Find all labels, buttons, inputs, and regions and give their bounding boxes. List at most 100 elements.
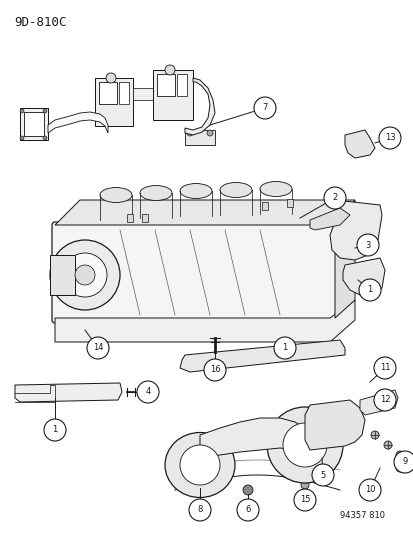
Circle shape [75, 265, 95, 285]
Circle shape [43, 109, 47, 113]
Circle shape [300, 481, 308, 489]
Circle shape [395, 464, 403, 472]
Circle shape [282, 423, 326, 467]
Polygon shape [185, 78, 214, 135]
Circle shape [206, 130, 212, 136]
Polygon shape [180, 340, 344, 372]
Circle shape [378, 127, 400, 149]
Ellipse shape [180, 183, 211, 198]
Circle shape [187, 130, 192, 136]
Circle shape [315, 342, 323, 350]
Text: 2: 2 [332, 193, 337, 203]
Circle shape [195, 360, 204, 368]
Circle shape [20, 136, 24, 140]
Text: 1: 1 [366, 286, 372, 295]
Circle shape [326, 407, 356, 437]
Circle shape [180, 445, 219, 485]
Circle shape [393, 451, 413, 473]
Circle shape [358, 479, 380, 501]
Circle shape [189, 499, 211, 521]
Text: 8: 8 [197, 505, 202, 514]
Text: 1: 1 [282, 343, 287, 352]
Circle shape [370, 431, 378, 439]
Polygon shape [55, 300, 354, 342]
Circle shape [165, 65, 175, 75]
Circle shape [236, 499, 259, 521]
Ellipse shape [165, 432, 235, 497]
Circle shape [356, 240, 366, 250]
Ellipse shape [259, 182, 291, 197]
Circle shape [395, 451, 403, 459]
Bar [133, 88, 153, 100]
Bar [20, 108, 48, 140]
Polygon shape [342, 258, 384, 295]
Text: 13: 13 [384, 133, 394, 142]
Text: 16: 16 [209, 366, 220, 375]
Circle shape [266, 407, 342, 483]
Circle shape [293, 489, 315, 511]
Bar [153, 70, 192, 120]
Text: 6: 6 [245, 505, 250, 514]
Circle shape [106, 73, 116, 83]
Polygon shape [199, 418, 304, 460]
Circle shape [373, 357, 395, 379]
Circle shape [177, 463, 187, 473]
Circle shape [273, 337, 295, 359]
Text: 15: 15 [299, 496, 309, 505]
Circle shape [373, 389, 395, 411]
Circle shape [358, 279, 380, 301]
Bar [185, 130, 214, 145]
Bar [286, 199, 292, 207]
Text: 10: 10 [364, 486, 374, 495]
Polygon shape [55, 200, 354, 225]
Text: 9D-810C: 9D-810C [14, 16, 66, 29]
Ellipse shape [140, 185, 171, 200]
Circle shape [76, 326, 84, 334]
Circle shape [204, 359, 225, 381]
Text: 1: 1 [52, 425, 57, 434]
Polygon shape [304, 400, 364, 450]
Circle shape [323, 187, 345, 209]
Circle shape [116, 326, 124, 334]
Bar [127, 214, 133, 222]
Text: 9: 9 [401, 457, 407, 466]
Text: 14: 14 [93, 343, 103, 352]
Circle shape [43, 136, 47, 140]
Bar [24, 112, 44, 136]
Polygon shape [48, 112, 108, 133]
Text: 12: 12 [379, 395, 389, 405]
Circle shape [298, 439, 310, 451]
Circle shape [87, 337, 109, 359]
Circle shape [50, 240, 120, 310]
Circle shape [295, 324, 303, 332]
Ellipse shape [231, 350, 291, 362]
Circle shape [63, 253, 107, 297]
Circle shape [333, 414, 349, 430]
Polygon shape [334, 200, 354, 318]
Circle shape [250, 329, 259, 337]
Circle shape [254, 97, 275, 119]
Text: 11: 11 [379, 364, 389, 373]
Circle shape [354, 138, 364, 148]
Text: 7: 7 [262, 103, 267, 112]
Text: 94357 810: 94357 810 [339, 511, 384, 520]
Circle shape [161, 331, 169, 339]
Circle shape [206, 331, 214, 339]
Ellipse shape [219, 182, 252, 198]
Bar [95, 78, 133, 126]
Bar [157, 74, 175, 96]
Bar [142, 214, 147, 222]
Polygon shape [344, 130, 374, 158]
Bar [261, 202, 267, 210]
Circle shape [311, 464, 333, 486]
Bar [50, 255, 75, 295]
Polygon shape [309, 208, 349, 230]
Text: 5: 5 [320, 471, 325, 480]
Circle shape [20, 109, 24, 113]
Polygon shape [359, 390, 397, 415]
Text: 4: 4 [145, 387, 150, 397]
Circle shape [346, 213, 356, 223]
Circle shape [242, 485, 252, 495]
Circle shape [330, 318, 338, 326]
Bar [119, 82, 129, 104]
